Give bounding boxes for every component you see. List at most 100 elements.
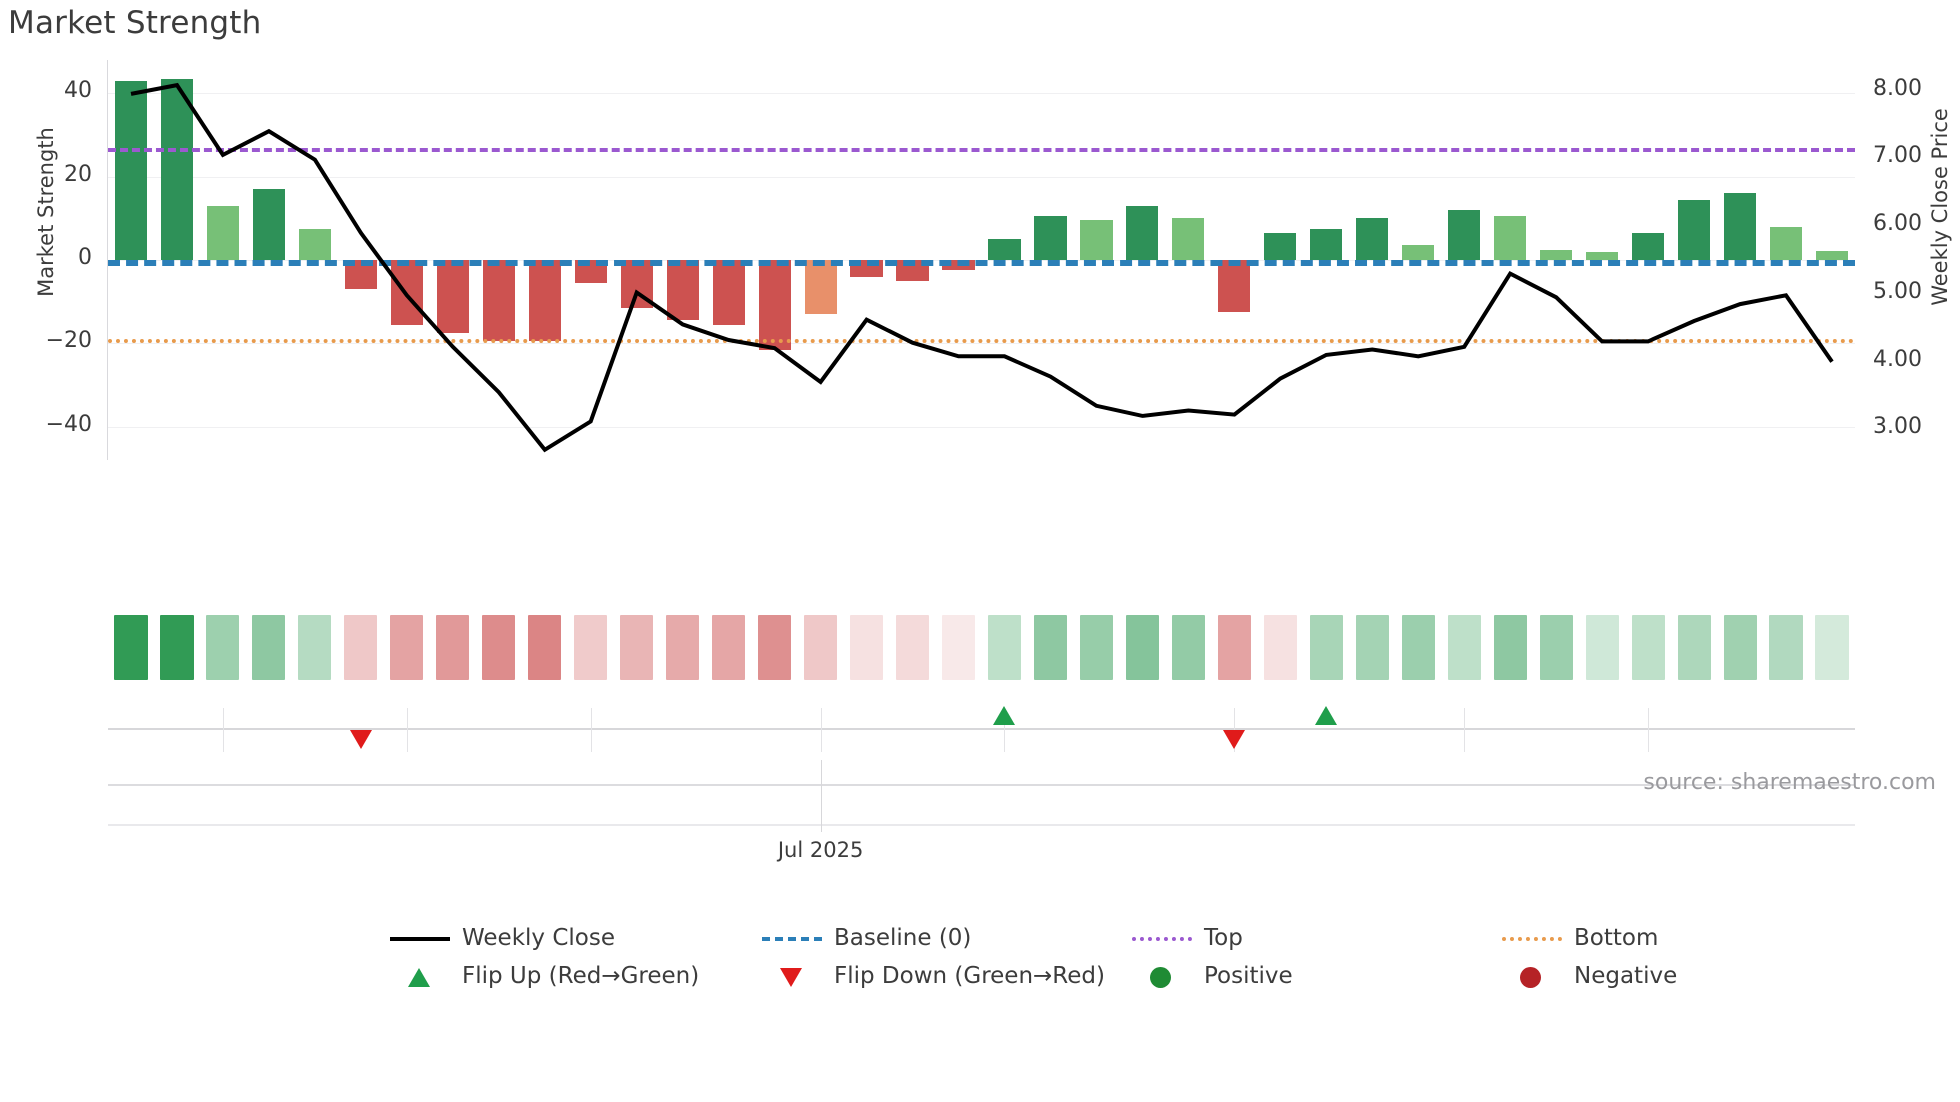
y-axis-right-title: Weekly Close Price — [1928, 108, 1952, 306]
triangle-up-icon — [388, 964, 452, 988]
bar — [252, 189, 285, 260]
heatmap-cell — [1171, 615, 1205, 680]
bar — [206, 205, 239, 260]
heatmap-cell — [1401, 615, 1435, 680]
flip-axis-tick — [222, 708, 224, 752]
chart-title: Market Strength — [8, 5, 262, 41]
bar — [1540, 249, 1573, 260]
flip-up-marker-icon — [1315, 706, 1338, 725]
bar — [482, 260, 515, 342]
x-axis-rule — [108, 784, 1855, 786]
bar — [528, 260, 561, 342]
flip-axis-tick — [820, 708, 822, 752]
weekly-close-line — [130, 82, 1834, 453]
heatmap-cell — [758, 615, 792, 680]
heatmap-cell — [895, 615, 930, 680]
flip-down-marker-icon — [1223, 730, 1246, 749]
bar — [712, 260, 745, 325]
plot-area — [108, 60, 1855, 460]
baseline-reference-line — [108, 260, 1855, 266]
legend-item-label: Baseline (0) — [834, 925, 972, 951]
flip-down-marker-icon — [349, 730, 372, 749]
source-attribution: source: sharemaestro.com — [1643, 770, 1936, 795]
y-axis-left-tick-label: 40 — [64, 78, 92, 104]
gridline — [108, 93, 1855, 95]
heatmap-cell — [436, 615, 470, 680]
x-axis-tick-label: Jul 2025 — [777, 838, 864, 862]
heatmap-cell — [160, 615, 194, 680]
heatmap-cell — [1447, 615, 1481, 680]
bar — [1678, 199, 1711, 260]
bar — [1632, 232, 1665, 260]
heatmap-cell — [298, 615, 332, 680]
heatmap-cell — [1125, 615, 1159, 680]
heatmap-cell — [712, 615, 746, 680]
heatmap-cell — [1355, 615, 1389, 680]
flip-axis-tick — [406, 708, 408, 752]
y-axis-right-tick-label: 7.00 — [1873, 143, 1922, 169]
solid-line-icon — [388, 926, 452, 950]
legend-item-label: Weekly Close — [462, 925, 615, 951]
heatmap-cell — [804, 615, 838, 680]
heatmap-cell — [114, 615, 148, 680]
heatmap-cell — [252, 615, 286, 680]
flip-up-marker-icon — [993, 706, 1016, 725]
dashed-line-icon — [760, 926, 824, 950]
bar — [988, 239, 1021, 260]
bar — [1494, 216, 1527, 260]
dotted-line-icon — [1500, 926, 1564, 950]
heatmap-cell — [1033, 615, 1067, 680]
heatmap-cell — [1585, 615, 1619, 680]
y-axis-right-tick-label: 3.00 — [1873, 414, 1922, 440]
y-axis-left-title: Market Strength — [34, 127, 58, 297]
heatmap-cell — [344, 615, 378, 680]
top-reference-line — [108, 147, 1855, 152]
heatmap-cell — [206, 615, 240, 680]
flip-axis-tick — [590, 708, 592, 752]
x-axis-rule-secondary — [108, 824, 1855, 826]
heatmap-cell — [1677, 615, 1711, 680]
bar — [1356, 218, 1389, 260]
bar — [1126, 205, 1159, 260]
bar — [758, 260, 791, 350]
heatmap-cell — [390, 615, 424, 680]
flip-axis-tick — [1648, 708, 1650, 752]
bar — [1218, 260, 1251, 313]
bar — [114, 80, 148, 260]
flip-axis-line — [108, 728, 1855, 730]
heatmap-cell — [1539, 615, 1573, 680]
y-axis-left-tick-label: −40 — [45, 411, 92, 437]
legend-item-label: Bottom — [1574, 925, 1659, 951]
dotted-line-icon — [1130, 926, 1194, 950]
heatmap-cell — [850, 615, 884, 680]
heatmap-cell — [1815, 615, 1849, 680]
flip-axis-tick — [1004, 708, 1006, 752]
gridline — [108, 426, 1855, 428]
heatmap-cell — [666, 615, 700, 680]
y-axis-left-tick-label: −20 — [45, 328, 92, 354]
bar — [1080, 220, 1113, 260]
x-axis-tick-mark — [820, 760, 822, 832]
bar — [804, 260, 837, 315]
y-axis-left-tick-label: 0 — [78, 245, 92, 270]
chart-legend: Weekly Close Baseline (0) Top Bottom Flip Up… — [0, 918, 1960, 1038]
legend-item-label: Negative — [1574, 963, 1678, 989]
strength-heatmap-strip — [108, 615, 1855, 680]
y-axis-left-spine — [107, 60, 108, 460]
bar — [436, 260, 469, 333]
bar — [666, 260, 699, 321]
heatmap-cell — [482, 615, 516, 680]
triangle-down-icon — [760, 964, 824, 988]
y-axis-right-tick-label: 8.00 — [1873, 75, 1922, 101]
heatmap-cell — [1309, 615, 1343, 680]
heatmap-cell — [1079, 615, 1113, 680]
circle-icon — [1500, 964, 1564, 988]
bar — [1034, 216, 1067, 260]
heatmap-cell — [1769, 615, 1803, 680]
bar — [1723, 193, 1757, 260]
flip-marker-row — [108, 700, 1855, 760]
bar — [1448, 210, 1481, 260]
legend-item-label: Flip Down (Green→Red) — [834, 963, 1105, 989]
legend-item-label: Positive — [1204, 963, 1293, 989]
heatmap-cell — [574, 615, 608, 680]
